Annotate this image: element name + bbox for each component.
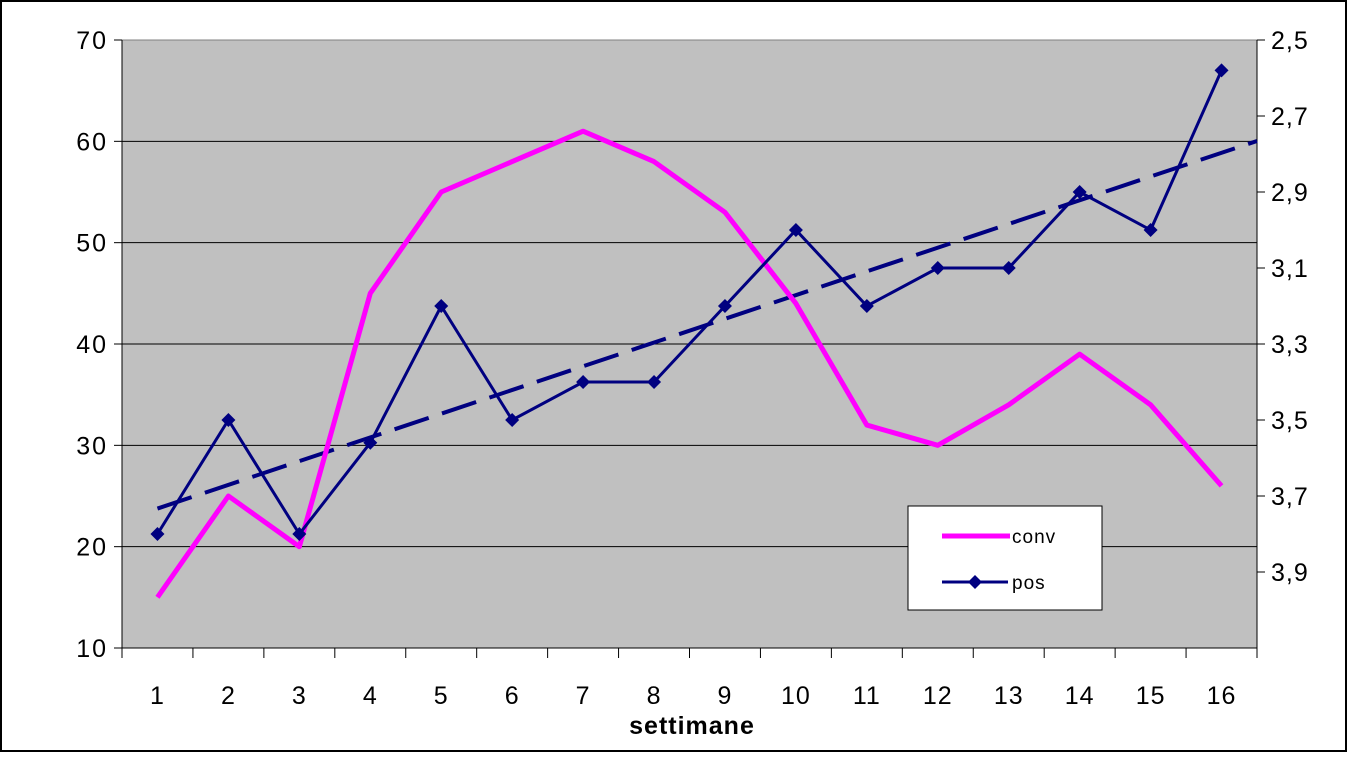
x-axis-tick-labels: 1 2 3 4 5 6 7 8 9 10 11 12 13 14 15 16 [150, 682, 1237, 710]
x-axis-title: settimane [629, 712, 755, 740]
right-axis-tick-labels: 2,5 2,7 2,9 3,1 3,3 3,5 3,7 3,9 [1271, 27, 1309, 587]
series-conv-line [155, 128, 1224, 599]
right-tick-label: 3,5 [1271, 407, 1309, 435]
x-tick-label: 9 [718, 682, 733, 710]
series-pos-point [150, 527, 165, 541]
series-pos-point [505, 413, 520, 427]
series-pos-point [1001, 261, 1016, 275]
right-tick-label: 3,3 [1271, 331, 1309, 359]
x-tick-label: 16 [1207, 682, 1237, 710]
series-pos-point [859, 299, 874, 313]
series-pos-point [576, 375, 591, 389]
axes [114, 39, 1265, 658]
x-tick-label: 15 [1136, 682, 1166, 710]
series-pos-point [363, 435, 378, 450]
series [150, 63, 1258, 599]
x-tick-label: 6 [505, 682, 520, 710]
x-tick-label: 1 [150, 682, 165, 710]
series-pos-point [930, 261, 945, 275]
legend-pos-marker [968, 575, 982, 589]
right-tick-label: 3,7 [1271, 483, 1309, 511]
series-pos-point [788, 223, 803, 237]
right-tick-label: 2,7 [1271, 103, 1309, 131]
x-tick-label: 7 [576, 682, 591, 710]
series-pos-point [434, 299, 449, 313]
legend-conv-label: conv [1012, 527, 1056, 548]
series-pos-point [1214, 63, 1229, 78]
left-axis-tick-labels: 10 20 30 40 50 60 70 [76, 27, 108, 663]
right-tick-label: 3,9 [1271, 559, 1309, 587]
x-tick-label: 10 [781, 682, 811, 710]
series-pos-line [156, 69, 1223, 537]
series-pos-point [717, 299, 732, 313]
x-tick-label: 14 [1065, 682, 1095, 710]
series-pos-point [647, 375, 662, 389]
legend: conv pos [907, 505, 1103, 611]
series-pos-point [1072, 185, 1087, 199]
series-pos-point [292, 527, 307, 541]
x-tick-label: 5 [434, 682, 449, 710]
right-tick-label: 2,5 [1271, 27, 1309, 55]
left-tick-label: 60 [76, 128, 108, 156]
x-tick-label: 4 [363, 682, 378, 710]
x-tick-label: 13 [994, 682, 1024, 710]
left-tick-label: 70 [76, 27, 108, 55]
right-tick-label: 2,9 [1271, 179, 1309, 207]
x-tick-label: 8 [647, 682, 662, 710]
right-tick-label: 3,1 [1271, 255, 1309, 283]
legend-pos-label: pos [1012, 573, 1046, 594]
left-tick-label: 40 [76, 331, 108, 359]
legend-box [907, 505, 1103, 611]
x-tick-label: 12 [923, 682, 953, 710]
x-tick-label: 2 [221, 682, 236, 710]
x-tick-label: 3 [292, 682, 307, 710]
left-tick-label: 30 [76, 432, 108, 460]
left-tick-label: 10 [76, 635, 108, 663]
left-tick-label: 20 [76, 534, 108, 562]
left-tick-label: 50 [76, 230, 108, 258]
x-tick-label: 11 [853, 682, 881, 710]
series-pos-point [221, 413, 236, 427]
series-pos-point [1143, 223, 1158, 237]
